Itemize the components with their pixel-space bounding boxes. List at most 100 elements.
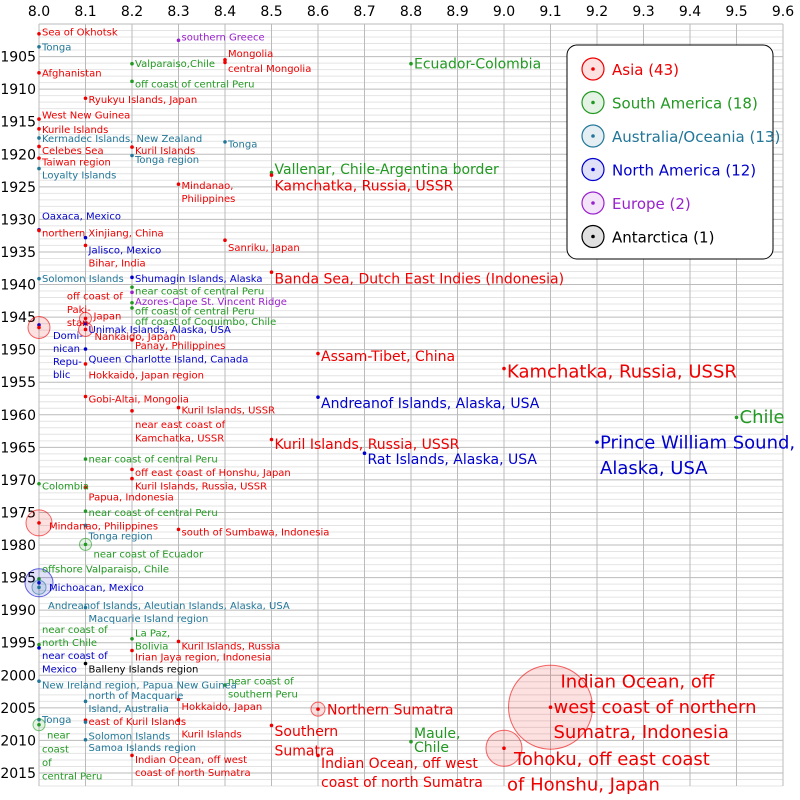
event-label: Banda Sea, Dutch East Indies (Indonesia) — [275, 272, 565, 288]
event-label: Sea of Okhotsk — [42, 27, 118, 38]
event-dot — [130, 754, 134, 758]
event-label: Southern — [275, 724, 339, 740]
y-tick-label: 1905 — [0, 50, 36, 66]
event-label: off coast of central Peru — [135, 79, 254, 90]
event-label: north of Macquarie — [89, 691, 184, 702]
legend: Asia (43)South America (18)Australia/Oce… — [567, 45, 780, 259]
event-dot — [37, 136, 41, 140]
y-tick-label: 1965 — [0, 440, 36, 456]
event-dot — [549, 705, 553, 709]
event-dot — [84, 457, 88, 461]
event-dot — [270, 438, 274, 442]
event-label: near coast of central Peru — [89, 508, 218, 519]
event-dot — [84, 362, 88, 366]
event-label: west coast of northern — [554, 697, 757, 718]
event-dot — [316, 395, 320, 399]
event-dot — [84, 738, 88, 742]
event-label: Island, Australia — [89, 704, 169, 715]
event-dot — [37, 586, 41, 590]
x-tick-label: 8.2 — [121, 4, 143, 20]
legend-swatch-dot — [591, 201, 595, 205]
event-dot — [84, 244, 88, 248]
event-dot — [84, 700, 88, 704]
y-tick-label: 2005 — [0, 701, 36, 717]
event-label: Solomon Islands — [89, 731, 171, 742]
event-dot — [177, 182, 181, 186]
x-tick-label: 9.0 — [493, 4, 515, 20]
event-dot — [130, 62, 134, 66]
x-tick-label: 8.4 — [214, 4, 236, 20]
event-label: Andreanof Islands, Aleutian Islands, Ala… — [48, 601, 290, 612]
event-dot — [130, 145, 134, 149]
event-dot — [84, 96, 88, 100]
event-label: Jalisco, Mexico — [88, 245, 162, 256]
event-dot — [502, 367, 506, 371]
event-dot — [177, 640, 181, 644]
event-label: Samoa Islands region — [89, 743, 196, 754]
event-label: offshore Valparaiso, Chile — [42, 565, 169, 576]
event-label: Afghanistan — [42, 68, 102, 79]
y-tick-label: 2010 — [0, 733, 36, 749]
event-label: Northern Sumatra — [327, 703, 453, 719]
event-label: Indian Ocean, off — [561, 671, 715, 692]
event-label: New Ireland region, Papua New Guinea — [42, 681, 237, 692]
y-tick-label: 1920 — [0, 147, 36, 163]
x-tick-label: 9.4 — [679, 4, 701, 20]
event-label: coast of north Sumatra — [321, 775, 483, 791]
event-dot — [595, 440, 599, 444]
event-dot — [409, 62, 413, 66]
y-tick-label: 1950 — [0, 343, 36, 359]
x-tick-label: 8.6 — [307, 4, 329, 20]
y-tick-label: 2015 — [0, 766, 36, 782]
event-label: Alaska, USA — [600, 458, 708, 479]
event-label: Bihar, India — [89, 259, 146, 270]
legend-label: Europe (2) — [612, 195, 691, 213]
event-dot — [223, 61, 227, 65]
event-dot — [177, 38, 181, 42]
y-tick-label: 1910 — [0, 82, 36, 98]
event-dot — [37, 156, 41, 160]
legend-label: South America (18) — [612, 95, 758, 113]
event-label: off coast of central Peru — [135, 307, 254, 318]
event-label: Indian Ocean, off west — [135, 755, 247, 766]
legend-swatch-dot — [591, 168, 595, 172]
y-tick-label: 1955 — [0, 375, 36, 391]
event-label: Tonga — [41, 42, 71, 53]
x-tick-label: 8.1 — [74, 4, 96, 20]
x-tick-label: 9.2 — [586, 4, 608, 20]
event-label: Colombia — [42, 481, 89, 492]
event-label: Oaxaca, Mexico — [42, 212, 121, 223]
x-tick-label: 9.3 — [632, 4, 654, 20]
y-tick-labels: 1905191019151920192519301935194019451950… — [0, 50, 36, 782]
event-label: Rat Islands, Alaska, USA — [368, 452, 538, 468]
event-label: Bolivia — [135, 641, 168, 652]
y-tick-label: 1960 — [0, 408, 36, 424]
event-dot — [37, 71, 41, 75]
event-dot — [37, 723, 41, 727]
event-dot — [130, 301, 134, 305]
event-label: Hokkaido, Japan region — [89, 371, 204, 382]
event-label: blic — [53, 370, 70, 381]
event-label: Kuril Islands, Russia — [182, 641, 281, 652]
event-label: south of Sumbawa, Indonesia — [182, 528, 330, 539]
event-label: West New Guinea — [42, 111, 130, 122]
event-label: of Honshu, Japan — [507, 774, 660, 795]
event-label: Domi- — [53, 331, 83, 342]
legend-label: Antarctica (1) — [612, 229, 714, 247]
x-tick-label: 9.6 — [772, 4, 794, 20]
event-label: Kamchatka, USSR — [135, 434, 224, 445]
y-tick-label: 1970 — [0, 473, 36, 489]
legend-swatch-dot — [591, 134, 595, 138]
event-label: Papua, Indonesia — [89, 492, 174, 503]
event-label: near east coast of — [135, 420, 226, 431]
event-dot — [130, 291, 134, 295]
event-label: Tonga — [41, 715, 71, 726]
event-dot — [37, 45, 41, 49]
event-label: Mongolia — [228, 49, 273, 60]
event-label: Michoacan, Mexico — [49, 583, 144, 594]
x-tick-label: 9.5 — [725, 4, 747, 20]
event-label: Kuril Islands, USSR — [182, 406, 276, 417]
event-label: Taiwan region — [41, 158, 111, 169]
y-tick-label: 1930 — [0, 212, 36, 228]
